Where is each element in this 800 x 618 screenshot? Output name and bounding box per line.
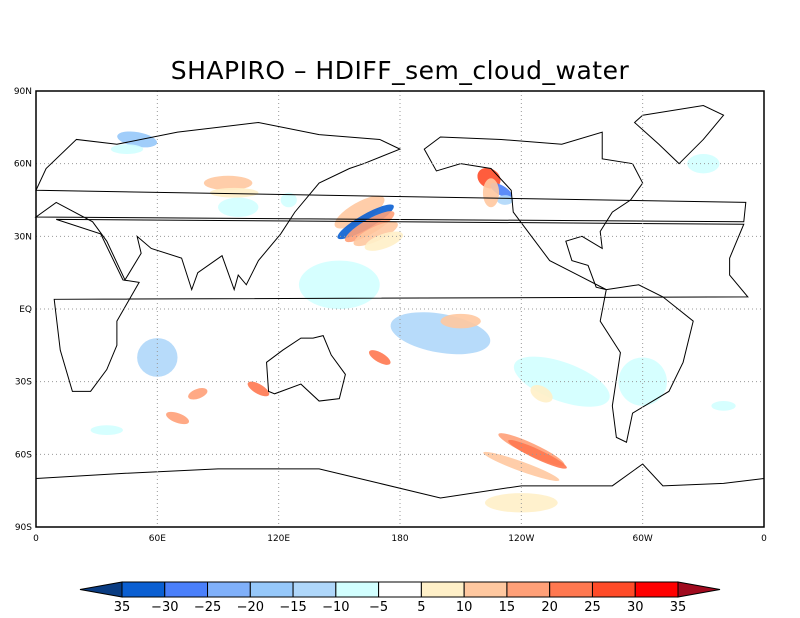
lat-tick-label: 60N xyxy=(14,160,32,170)
lon-tick-label: 0 xyxy=(33,534,39,544)
contour-blob xyxy=(711,401,736,411)
contour-blob xyxy=(390,312,491,355)
contour-blob xyxy=(203,175,253,191)
contour-blob xyxy=(247,381,270,397)
colorbar-label: 35 xyxy=(114,600,131,615)
lon-tick-label: 60E xyxy=(149,534,166,544)
contour-blob xyxy=(513,356,610,407)
contour-blob xyxy=(508,439,567,469)
lon-tick-label: 120W xyxy=(508,534,534,544)
contour-blob xyxy=(188,388,208,400)
greenland-coastline xyxy=(633,105,725,165)
colorbar-label: 30 xyxy=(627,600,644,615)
grid-layer xyxy=(36,91,764,527)
lon-tick-label: 120E xyxy=(267,534,290,544)
colorbar-box xyxy=(292,581,337,598)
lon-tick-label: 0 xyxy=(761,534,767,544)
contour-blob xyxy=(110,144,144,154)
contour-blob xyxy=(353,221,398,247)
contour-blob xyxy=(209,187,259,198)
contour-blob xyxy=(166,411,190,425)
contour-blob xyxy=(90,425,123,435)
colorbar-label: 5 xyxy=(417,600,425,615)
colorbar-box xyxy=(164,581,209,598)
lat-tick-label: 60S xyxy=(15,450,32,460)
colorbar-label: 20 xyxy=(541,600,558,615)
colorbar-label: 25 xyxy=(584,600,601,615)
contour-blob xyxy=(137,338,178,377)
colorbar-high-triangle xyxy=(677,581,721,598)
colorbar-label: −25 xyxy=(194,600,221,615)
eurasia-coastline xyxy=(34,121,747,292)
colorbar-box xyxy=(549,581,593,598)
colorbar-label: −10 xyxy=(322,600,349,615)
contour-blob xyxy=(369,350,391,365)
colorbar-label: −15 xyxy=(279,600,306,615)
colorbar-label: −20 xyxy=(237,600,264,615)
colorbar: 35 −30 −25 −20 −15 −10 −5 5 10 15 20 25 30 35 xyxy=(79,581,721,615)
contour-blob xyxy=(298,260,380,309)
colorbar-label: −30 xyxy=(151,600,178,615)
colorbar-label: 35 xyxy=(670,600,687,615)
contour-blob xyxy=(497,195,514,205)
lon-tick-label: 60W xyxy=(632,534,652,544)
south-america-coastline xyxy=(599,284,694,443)
contour-blob xyxy=(117,131,158,148)
contour-blob xyxy=(334,195,385,229)
lat-tick-label: 90N xyxy=(14,87,32,97)
australia-coastline xyxy=(266,335,346,402)
plot-title: SHAPIRO – HDIFF_sem_cloud_water xyxy=(170,56,630,85)
africa-coastline xyxy=(53,218,749,392)
colorbar-low-triangle xyxy=(79,581,123,598)
contour-fill-layer xyxy=(90,131,736,513)
contour-blob xyxy=(618,357,667,406)
lon-tick-label: 180 xyxy=(391,534,408,544)
colorbar-box xyxy=(591,581,636,598)
lat-tick-label: 30S xyxy=(15,378,32,388)
colorbar-box xyxy=(506,581,551,598)
colorbar-label: −5 xyxy=(369,600,388,615)
colorbar-box xyxy=(378,581,422,598)
antarctica-coastline xyxy=(35,463,765,499)
contour-blob xyxy=(484,493,558,513)
lat-tick-label: EQ xyxy=(19,305,32,315)
colorbar-label: 10 xyxy=(456,600,473,615)
contour-blob xyxy=(364,231,403,251)
colorbar-box xyxy=(121,581,166,598)
colorbar-box xyxy=(207,581,251,598)
contour-blob xyxy=(482,178,500,208)
north-america-coastline xyxy=(423,131,644,291)
lat-tick-label: 90S xyxy=(15,523,32,533)
contour-blob xyxy=(440,313,481,329)
contour-blob xyxy=(483,451,560,481)
colorbar-box xyxy=(463,581,508,598)
contour-blob xyxy=(280,192,297,208)
coastline-layer xyxy=(34,105,765,499)
map-frame xyxy=(35,90,765,528)
colorbar-box xyxy=(335,581,380,598)
colorbar-box xyxy=(420,581,465,598)
contour-blob xyxy=(218,197,259,217)
colorbar-box xyxy=(634,581,679,598)
contour-blob xyxy=(687,153,720,174)
colorbar-label: 15 xyxy=(499,600,516,615)
contour-blob xyxy=(530,385,553,403)
colorbar-box xyxy=(249,581,294,598)
lat-tick-label: 30N xyxy=(14,232,32,242)
